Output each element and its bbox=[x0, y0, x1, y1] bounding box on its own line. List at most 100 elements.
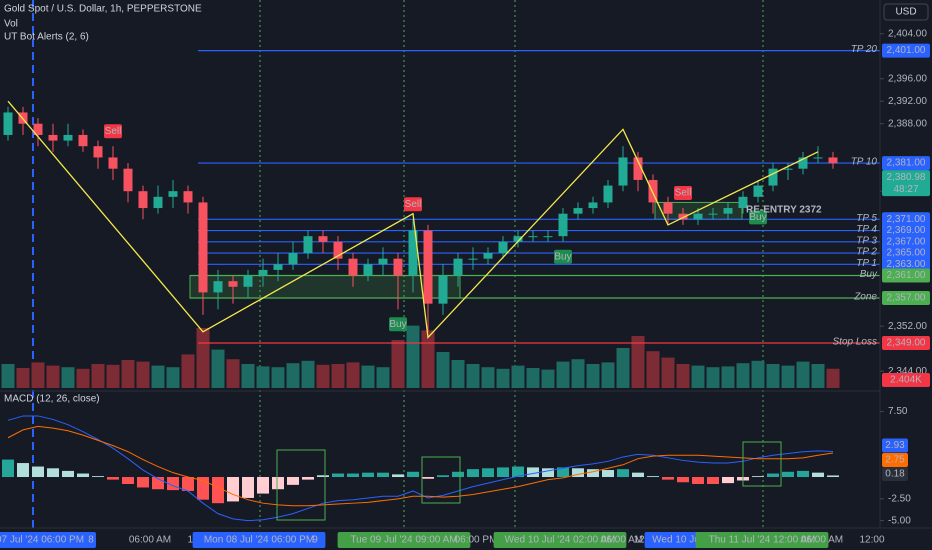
histogram-bar bbox=[662, 477, 674, 480]
histogram-bar bbox=[677, 477, 689, 483]
histogram-bar bbox=[542, 468, 554, 478]
price-label-box bbox=[882, 257, 930, 272]
candle-body bbox=[618, 157, 628, 186]
price-label-box bbox=[882, 43, 930, 58]
price-label: 2,361.00 bbox=[887, 270, 926, 281]
volume-label: 2.404K bbox=[890, 375, 922, 386]
candle-body bbox=[318, 236, 328, 242]
histogram-bar bbox=[587, 469, 599, 478]
histogram-bar bbox=[827, 475, 839, 478]
time-label: Tue 09 Jul '24 09:00 AM bbox=[350, 535, 457, 546]
volume-bar bbox=[781, 365, 795, 388]
volume-bar bbox=[196, 328, 210, 388]
volume-bar bbox=[481, 367, 495, 388]
signal-box bbox=[104, 124, 122, 139]
volume-bar bbox=[556, 361, 570, 388]
candle-body bbox=[663, 202, 673, 214]
time-label-box bbox=[493, 532, 627, 548]
signal-label: Sell bbox=[675, 188, 692, 199]
candle-body bbox=[588, 202, 598, 209]
y-tick-label: 2,352.00 bbox=[888, 321, 927, 332]
volume-bar bbox=[616, 348, 630, 388]
histogram-value-box bbox=[882, 467, 908, 481]
currency[interactable]: USD bbox=[895, 7, 916, 18]
histogram-bar bbox=[407, 471, 419, 478]
signal-box bbox=[674, 186, 692, 201]
volume-bar bbox=[796, 361, 810, 388]
candle-body bbox=[573, 208, 583, 214]
volume-bar bbox=[91, 364, 105, 388]
volume-bar bbox=[436, 352, 450, 388]
volume-bar bbox=[601, 362, 615, 388]
macd-value: 2.93 bbox=[885, 440, 905, 451]
macd-layer bbox=[2, 415, 839, 522]
histogram-bar bbox=[707, 477, 719, 484]
candle-body bbox=[63, 134, 73, 141]
volume-bar bbox=[586, 364, 600, 388]
y-tick-label: 2,396.00 bbox=[888, 73, 927, 84]
candle-body bbox=[3, 112, 13, 135]
price-label: 2,381.00 bbox=[887, 158, 926, 169]
macd-tick-label: 7.50 bbox=[888, 406, 908, 417]
candle-body bbox=[303, 236, 313, 254]
signal-label: Sell bbox=[105, 126, 122, 137]
histogram-bar bbox=[692, 477, 704, 484]
annotation: RE-ENTRY 2372 bbox=[746, 205, 822, 216]
histogram-bar bbox=[422, 477, 434, 479]
histogram-bar bbox=[317, 475, 329, 478]
volume-bar bbox=[241, 364, 255, 388]
signal-value-box bbox=[882, 453, 908, 468]
volume-bar bbox=[451, 360, 465, 388]
volume-bar bbox=[766, 364, 780, 388]
histogram-value: 0.18 bbox=[885, 469, 905, 480]
axis-layer: 2,404.002,396.002,392.002,388.002,376.00… bbox=[0, 28, 930, 548]
histogram-bar bbox=[362, 472, 374, 478]
candle-body bbox=[543, 236, 553, 238]
volume-bar bbox=[226, 359, 240, 388]
time-label: 06:00 AM bbox=[801, 535, 843, 546]
highlight-box bbox=[742, 441, 782, 487]
highlight-box bbox=[276, 449, 326, 521]
volume-bar bbox=[526, 368, 540, 388]
volume-bar bbox=[496, 368, 510, 388]
histogram-bar bbox=[137, 477, 149, 488]
time-label: 06:00 PM bbox=[455, 535, 498, 546]
volume-bar bbox=[106, 364, 120, 388]
price-label: 2,367.00 bbox=[887, 236, 926, 247]
histogram-bar bbox=[272, 477, 284, 490]
volume-bar bbox=[211, 349, 225, 388]
histogram-bar bbox=[452, 471, 464, 478]
histogram-bar bbox=[302, 477, 314, 480]
histogram-bar bbox=[227, 477, 239, 502]
indicator-label: Vol bbox=[4, 19, 18, 30]
histogram-bar bbox=[767, 473, 779, 478]
candle-body bbox=[228, 281, 238, 287]
volume-bar bbox=[421, 330, 435, 388]
histogram-bar bbox=[182, 477, 194, 491]
price-label: 2,357.00 bbox=[887, 293, 926, 304]
candle-body bbox=[348, 258, 358, 276]
y-tick-label: 2,392.00 bbox=[888, 96, 927, 107]
currency-box[interactable] bbox=[883, 3, 929, 21]
volume-bar bbox=[346, 362, 360, 388]
histogram-bar bbox=[572, 468, 584, 478]
highlight-box bbox=[421, 456, 461, 504]
volume-bar bbox=[541, 369, 555, 388]
histogram-bar bbox=[242, 477, 254, 498]
volume-bar bbox=[376, 367, 390, 388]
histogram-bar bbox=[92, 476, 104, 478]
histogram-bar bbox=[332, 473, 344, 478]
time-label: Wed 10 Jul '24 02:00 AM bbox=[505, 535, 616, 546]
candle-body bbox=[288, 253, 298, 265]
histogram-bar bbox=[752, 476, 764, 478]
histogram-bar bbox=[497, 467, 509, 478]
histogram-bar bbox=[437, 475, 449, 478]
candle-body bbox=[108, 157, 118, 169]
histogram-bar bbox=[647, 476, 659, 478]
histogram-bar bbox=[347, 473, 359, 478]
candle-body bbox=[753, 185, 763, 197]
candle-body bbox=[468, 258, 478, 260]
histogram-bar bbox=[47, 468, 59, 478]
volume-bar bbox=[751, 360, 765, 388]
